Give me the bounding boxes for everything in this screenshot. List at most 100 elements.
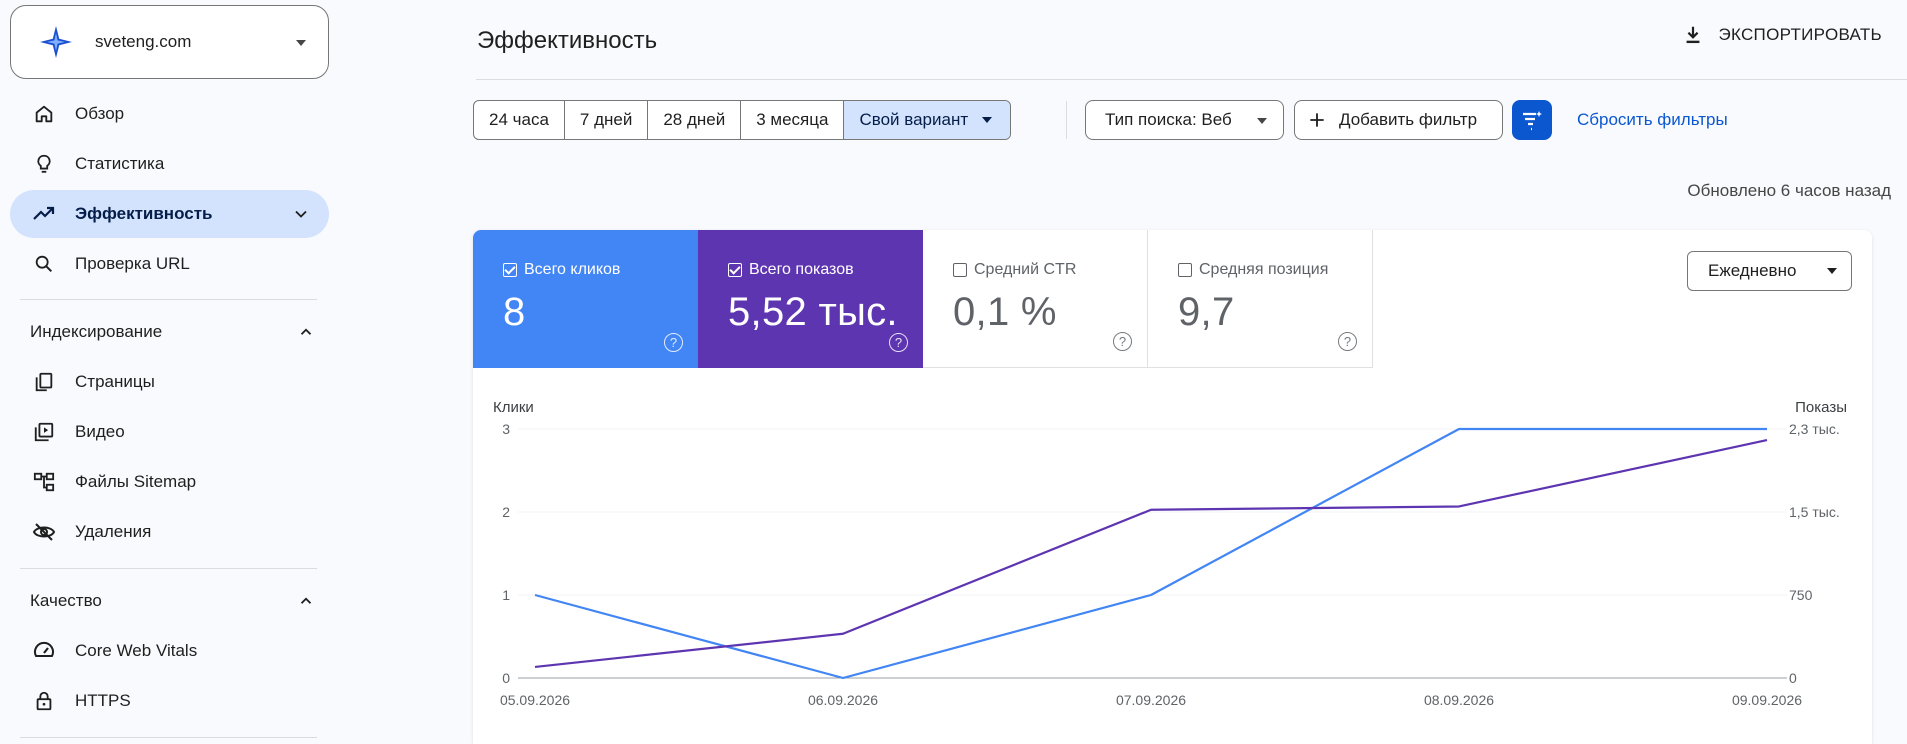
search-console-logo-icon [40, 26, 72, 58]
metric-label: Всего показов [749, 261, 854, 278]
y-tick-right: 2,3 тыс. [1789, 421, 1840, 437]
search-icon [32, 252, 56, 276]
x-tick-label: 05.09.2026 [500, 692, 570, 708]
dropdown-arrow-icon [1827, 268, 1837, 274]
metric-clicks[interactable]: Всего кликов 8 ? [473, 230, 698, 368]
video-icon [32, 420, 56, 444]
last-updated: Обновлено 6 часов назад [1687, 181, 1891, 200]
chevron-up-icon [300, 328, 312, 335]
section-title: Качество [30, 591, 102, 610]
metric-position[interactable]: Средняя позиция 9,7 ? [1148, 230, 1373, 368]
header-divider [476, 79, 1907, 80]
nav-removals[interactable]: Удаления [10, 508, 329, 556]
chevron-down-icon [296, 40, 306, 46]
series-line-clicks [534, 427, 1767, 680]
nav-overview[interactable]: Обзор [10, 90, 329, 138]
search-type-filter[interactable]: Тип поиска: Веб [1085, 100, 1284, 140]
range-label: 7 дней [579, 110, 633, 129]
checkbox-checked-icon[interactable] [728, 263, 742, 277]
y-axis-right-title: Показы [1795, 399, 1847, 416]
range-28d[interactable]: 28 дней [648, 101, 742, 139]
y-axis-left-title: Клики [493, 399, 534, 416]
plus-icon [1310, 113, 1324, 127]
nav-sitemaps[interactable]: Файлы Sitemap [10, 458, 329, 506]
nav-label: Обзор [75, 104, 125, 123]
nav-label: Эффективность [75, 204, 213, 223]
divider [20, 568, 317, 569]
checkbox-unchecked-icon[interactable] [1178, 263, 1192, 277]
nav-label: Core Web Vitals [75, 641, 198, 660]
metric-impressions[interactable]: Всего показов 5,52 тыс. ? [698, 230, 923, 368]
range-24h[interactable]: 24 часа [474, 101, 565, 139]
add-filter-label: Добавить фильтр [1339, 110, 1478, 129]
export-label: ЭКСПОРТИРОВАТЬ [1718, 25, 1882, 44]
nav-core-web-vitals[interactable]: Core Web Vitals [10, 627, 329, 675]
x-tick-label: 07.09.2026 [1116, 692, 1186, 708]
range-label: 24 часа [489, 110, 549, 129]
filter-list-icon [1523, 111, 1542, 131]
dropdown-arrow-icon [1257, 118, 1267, 124]
section-indexing[interactable]: Индексирование [30, 317, 325, 347]
y-tick-left: 3 [502, 421, 510, 437]
pages-icon [32, 370, 56, 394]
y-tick-left: 1 [502, 587, 510, 603]
nav-performance[interactable]: Эффективность [10, 190, 329, 238]
checkbox-unchecked-icon[interactable] [953, 263, 967, 277]
x-tick-label: 08.09.2026 [1424, 692, 1494, 708]
nav-label: Файлы Sitemap [75, 472, 197, 491]
range-3m[interactable]: 3 месяца [741, 101, 845, 139]
nav-label: Проверка URL [75, 254, 190, 273]
range-custom[interactable]: Свой вариант [844, 101, 1011, 139]
chevron-down-icon[interactable] [291, 204, 311, 224]
divider [20, 737, 317, 738]
metric-value: 5,52 тыс. [728, 290, 898, 334]
help-icon[interactable]: ? [1113, 332, 1132, 351]
speedometer-icon [32, 639, 56, 663]
filter-panel-toggle[interactable] [1512, 100, 1552, 140]
toolbar-separator [1066, 101, 1067, 139]
metric-value: 8 [503, 290, 526, 334]
search-type-label: Тип поиска: Веб [1105, 110, 1232, 129]
help-icon[interactable]: ? [664, 333, 683, 352]
download-icon [1687, 26, 1700, 44]
nav-label: Удаления [75, 522, 152, 541]
nav-https[interactable]: HTTPS [10, 677, 329, 725]
range-label: 3 месяца [756, 110, 829, 129]
date-range-selector: 24 часа 7 дней 28 дней 3 месяца Свой вар… [473, 100, 1012, 140]
nav-url-inspection[interactable]: Проверка URL [10, 240, 329, 288]
nav-video[interactable]: Видео [10, 408, 329, 456]
reset-filters-link[interactable]: Сбросить фильтры [1577, 110, 1728, 129]
metric-label: Средняя позиция [1199, 261, 1329, 278]
y-tick-right: 0 [1789, 670, 1797, 686]
x-tick-label: 06.09.2026 [808, 692, 878, 708]
metric-label: Средний CTR [974, 261, 1077, 278]
nav-pages[interactable]: Страницы [10, 358, 329, 406]
granularity-select[interactable]: Ежедневно [1687, 251, 1852, 291]
y-tick-right: 1,5 тыс. [1789, 504, 1840, 520]
export-button[interactable]: ЭКСПОРТИРОВАТЬ [1682, 24, 1882, 46]
granularity-label: Ежедневно [1708, 261, 1797, 280]
home-icon [32, 102, 56, 126]
section-experience[interactable]: Качество [30, 586, 325, 616]
performance-card: Всего кликов 8 ? Всего показов 5,52 тыс.… [473, 230, 1872, 744]
checkbox-checked-icon[interactable] [503, 263, 517, 277]
property-selector[interactable]: sveteng.com [10, 5, 329, 79]
nav-label: Видео [75, 422, 125, 441]
help-icon[interactable]: ? [889, 333, 908, 352]
sitemap-icon [32, 470, 56, 494]
help-icon[interactable]: ? [1338, 332, 1357, 351]
nav-label: HTTPS [75, 691, 131, 710]
series-line-impressions [534, 438, 1768, 669]
range-label: Свой вариант [859, 110, 969, 129]
metric-value: 9,7 [1178, 290, 1235, 334]
metric-ctr[interactable]: Средний CTR 0,1 % ? [923, 230, 1148, 368]
nav-insights[interactable]: Статистика [10, 140, 329, 188]
add-filter-button[interactable]: Добавить фильтр [1294, 100, 1503, 140]
divider [20, 299, 317, 300]
x-tick-label: 09.09.2026 [1732, 692, 1802, 708]
range-7d[interactable]: 7 дней [565, 101, 649, 139]
page-title: Эффективность [477, 27, 658, 54]
section-title: Индексирование [30, 322, 163, 341]
lock-icon [32, 689, 56, 713]
range-label: 28 дней [663, 110, 726, 129]
